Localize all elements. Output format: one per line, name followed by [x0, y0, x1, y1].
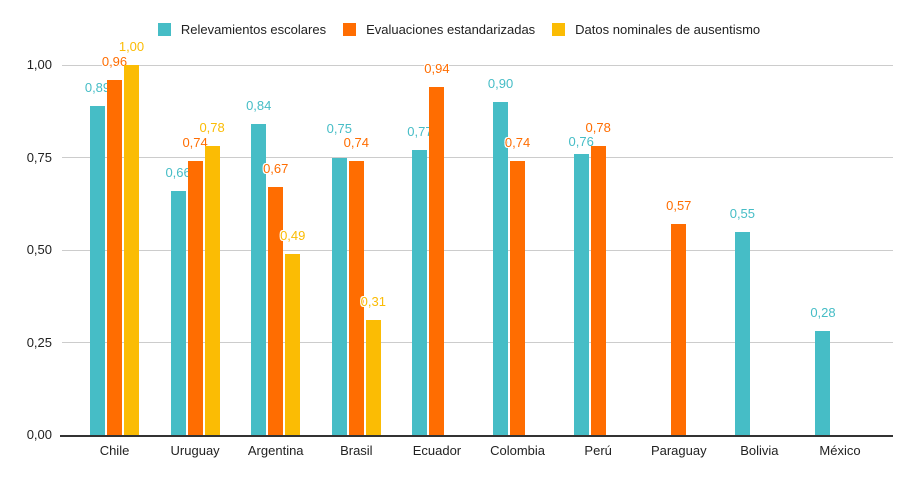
- x-axis-tick-label: Paraguay: [650, 443, 707, 458]
- x-axis-tick-label: Bolivia: [740, 443, 779, 458]
- gridline: [62, 64, 893, 66]
- x-axis-tick-label: Chile: [99, 443, 130, 458]
- x-axis-tick-label: México: [819, 443, 861, 458]
- bar-chile-series-1: [90, 105, 105, 435]
- bar-uruguay-series-1: [170, 190, 186, 435]
- bar-value-label: 1,00: [118, 39, 145, 54]
- bar-value-label: 0,67: [263, 161, 289, 177]
- legend-label: Relevamientos escolares: [180, 22, 327, 37]
- bar-argentina-series-1: [251, 124, 267, 435]
- bar-value-label: 0,57: [666, 198, 692, 214]
- bar-value-label: 0,84: [246, 98, 272, 114]
- bar-ecuador-series-2: [429, 87, 445, 435]
- gridline: [62, 157, 893, 158]
- y-axis-tick-label: 0,75: [26, 149, 52, 165]
- bar-perú-series-2: [590, 146, 606, 435]
- bar-value-label: 0,74: [504, 135, 531, 151]
- legend-item: Datos nominales de ausentismo: [552, 22, 760, 37]
- bar-value-label: 0,74: [343, 135, 369, 151]
- bar-value-label: 0,96: [101, 53, 128, 69]
- bar-uruguay-series-2: [187, 161, 203, 435]
- bar-argentina-series-3: [285, 253, 301, 435]
- bar-brasil-series-3: [365, 320, 381, 435]
- x-axis-tick-label: Uruguay: [170, 443, 220, 458]
- chart-legend: Relevamientos escolares Evaluaciones esta…: [0, 22, 918, 37]
- bar-bolivia-series-1: [734, 231, 750, 435]
- gridline: [62, 342, 893, 343]
- gridline: [62, 249, 893, 251]
- x-axis-tick-label: Perú: [584, 443, 612, 458]
- bar-value-label: 0,76: [568, 134, 594, 150]
- y-axis-tick-label: 0,50: [26, 242, 52, 257]
- bar-value-label: 0,74: [182, 135, 208, 151]
- legend-swatch-icon: [157, 23, 171, 36]
- bar-value-label: 0,94: [424, 61, 450, 77]
- x-axis-tick-label: Brasil: [340, 443, 373, 458]
- bar-value-label: 0,77: [407, 124, 433, 140]
- bar-value-label: 0,31: [360, 294, 386, 310]
- bar-ecuador-series-1: [412, 150, 428, 435]
- bar-value-label: 0,78: [199, 120, 225, 136]
- legend-label: Datos nominales de ausentismo: [575, 22, 761, 37]
- bar-paraguay-series-2: [671, 224, 687, 435]
- bar-value-label: 0,90: [487, 76, 514, 91]
- bar-uruguay-series-3: [204, 146, 220, 435]
- y-axis-tick-label: 0,00: [26, 427, 52, 442]
- bar-value-label: 0,75: [326, 121, 352, 137]
- x-axis-tick-label: Colombia: [490, 443, 545, 458]
- bar-chile-series-3: [124, 65, 139, 435]
- bar-value-label: 0,78: [585, 120, 611, 136]
- bar-brasil-series-1: [331, 157, 347, 435]
- bar-value-label: 0,89: [84, 79, 111, 95]
- bar-value-label: 0,28: [810, 305, 836, 321]
- bar-argentina-series-2: [268, 187, 284, 435]
- x-axis-tick-label: Argentina: [247, 443, 304, 458]
- bar-value-label: 0,49: [280, 227, 306, 243]
- bar-brasil-series-2: [348, 161, 364, 435]
- legend-item: Evaluaciones estandarizadas: [343, 22, 535, 37]
- legend-swatch-icon: [552, 23, 566, 36]
- bar-perú-series-1: [573, 153, 589, 435]
- legend-swatch-icon: [343, 23, 357, 36]
- y-axis-tick-label: 1,00: [26, 57, 52, 72]
- y-axis-tick-label: 0,25: [26, 334, 52, 350]
- bar-méxico-series-1: [815, 331, 831, 435]
- bar-value-label: 0,66: [165, 164, 191, 180]
- bar-colombia-series-2: [510, 161, 526, 435]
- bar-value-label: 0,55: [729, 205, 756, 221]
- x-axis-line: [60, 435, 893, 437]
- legend-item: Relevamientos escolares: [157, 22, 327, 37]
- bar-chile-series-2: [107, 79, 122, 435]
- legend-label: Evaluaciones estandarizadas: [366, 22, 536, 37]
- x-axis-tick-label: Ecuador: [412, 443, 462, 458]
- bar-colombia-series-1: [493, 102, 509, 435]
